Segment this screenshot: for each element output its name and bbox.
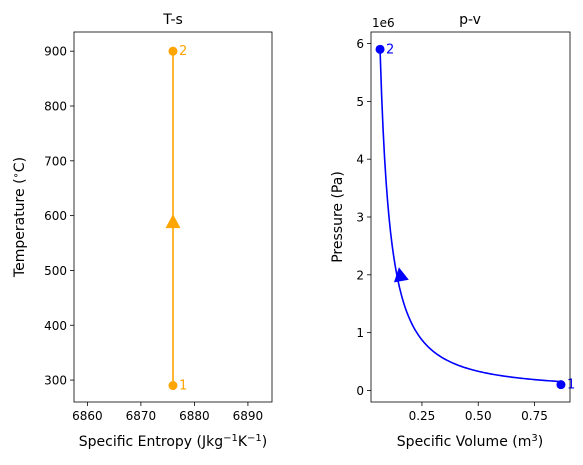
pv-x-tick-label: 0.50 [465, 409, 492, 423]
pv-title: p-v [459, 12, 481, 28]
ts-x-tick-label: 6890 [233, 409, 264, 423]
pv-state-points: 21 [375, 42, 575, 393]
ts-point-1 [168, 381, 178, 391]
pv-plot-frame [370, 31, 571, 403]
ts-direction-arrow [165, 214, 181, 229]
ts-y-tick-label: 900 [44, 45, 67, 59]
pv-y-tick-label: 4 [356, 153, 364, 167]
pv-y-tick-label: 0 [356, 384, 364, 398]
pv-y-axis-label: Pressure (Pa) [330, 171, 346, 263]
ts-x-tick-label: 6880 [179, 409, 210, 423]
ts-y-tick-label: 300 [44, 374, 67, 388]
ts-chart: T-s 6860 6870 6880 6890 300 400 500 600 700 800 90… [11, 12, 273, 450]
pv-x-axis-label: Specific Volume (m3) [397, 433, 543, 450]
pv-direction-arrow [393, 267, 409, 283]
ts-plot-frame [73, 31, 273, 403]
pv-y-tick-label: 1 [356, 326, 364, 340]
pv-y-tick-label: 6 [356, 37, 364, 51]
ts-y-tick-label: 500 [44, 264, 67, 278]
ts-y-tick-label: 700 [44, 154, 67, 168]
pv-y-tick-label: 3 [356, 211, 364, 225]
ts-ticks: 6860 6870 6880 6890 300 400 500 600 700 800 900 [44, 45, 263, 423]
pv-y-tick-label: 5 [356, 95, 364, 109]
ts-y-axis-label: Temperature (∘C) [11, 157, 28, 278]
pv-ticks: 0.25 0.50 0.75 0 1 2 3 4 5 6 [356, 37, 548, 423]
ts-state-points: 12 [168, 44, 187, 394]
ts-title: T-s [162, 12, 183, 28]
pv-point-2 [375, 44, 385, 54]
pv-y-offset-label: 1e6 [372, 16, 395, 30]
pv-y-tick-label: 2 [356, 268, 364, 282]
ts-y-tick-label: 600 [44, 209, 67, 223]
ts-x-tick-label: 6860 [72, 409, 103, 423]
pv-process-curve [379, 49, 561, 383]
pv-x-tick-label: 0.75 [521, 409, 548, 423]
pv-point-1 [556, 380, 566, 390]
ts-y-tick-label: 400 [44, 319, 67, 333]
pv-point-label-1: 1 [567, 378, 575, 393]
ts-point-label-1: 1 [179, 379, 187, 394]
pv-x-tick-label: 0.25 [409, 409, 436, 423]
ts-y-tick-label: 800 [44, 100, 67, 114]
ts-point-2 [168, 46, 178, 56]
ts-x-axis-label: Specific Entropy (Jkg−1K−1) [79, 433, 268, 450]
pv-point-label-2: 2 [386, 42, 394, 57]
ts-x-tick-label: 6870 [126, 409, 157, 423]
ts-point-label-2: 2 [179, 44, 187, 59]
